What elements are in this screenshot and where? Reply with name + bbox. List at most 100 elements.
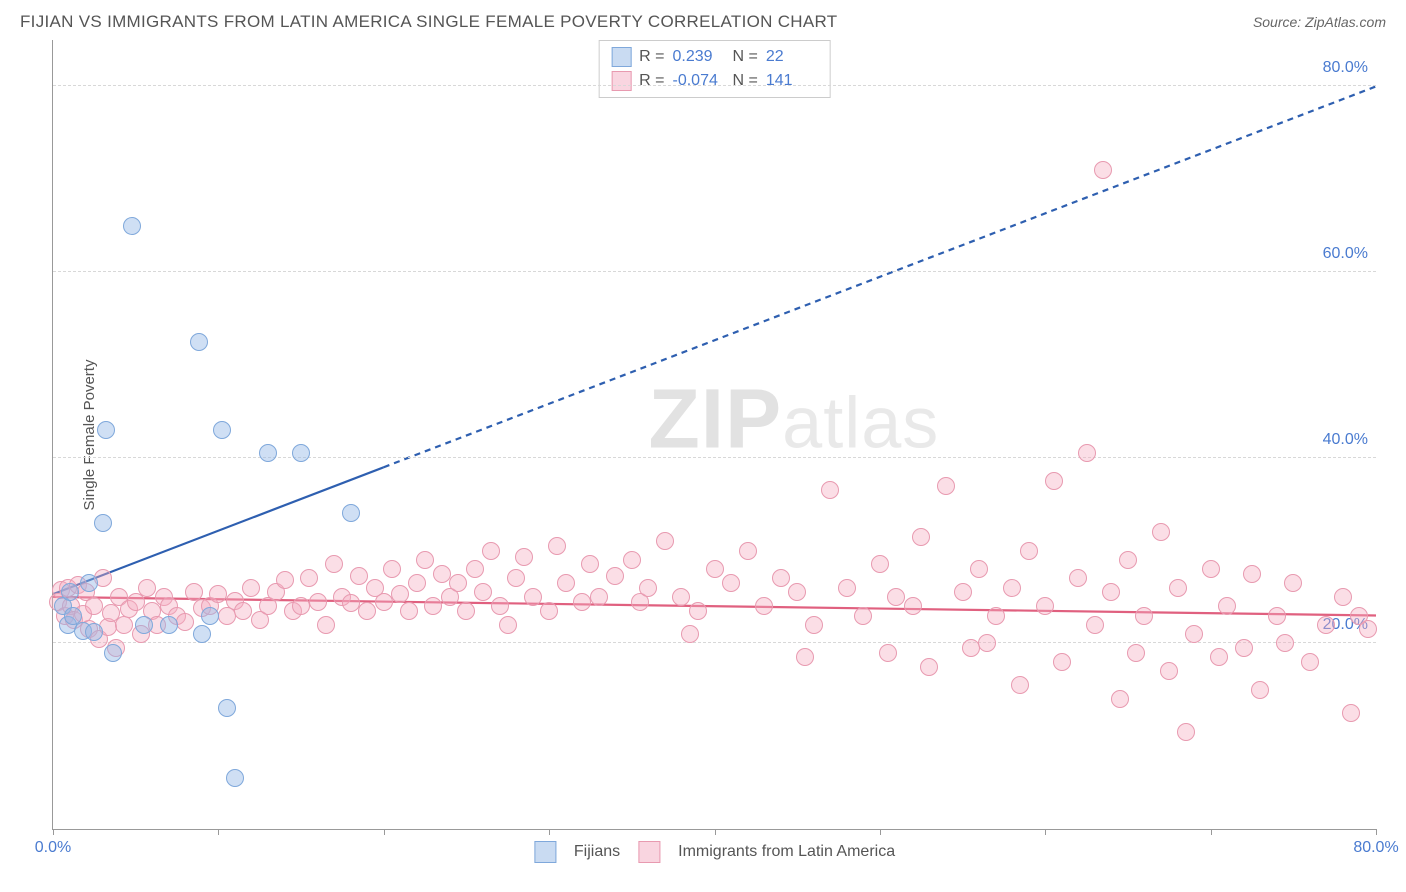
x-tick [384,829,385,835]
data-point [515,548,533,566]
data-point [85,597,103,615]
data-point [135,616,153,634]
data-point [573,593,591,611]
x-tick [1211,829,1212,835]
data-point [639,579,657,597]
data-point [1119,551,1137,569]
data-point [61,583,79,601]
swatch-blue [611,47,631,67]
data-point [739,542,757,560]
bottom-legend: Fijians Immigrants from Latin America [534,841,895,863]
data-point [176,613,194,631]
data-point [342,504,360,522]
data-point [1276,634,1294,652]
data-point [138,579,156,597]
data-point [1301,653,1319,671]
data-point [300,569,318,587]
data-point [115,616,133,634]
data-point [937,477,955,495]
data-point [433,565,451,583]
data-point [904,597,922,615]
data-point [97,421,115,439]
data-point [350,567,368,585]
data-point [1094,161,1112,179]
data-point [325,555,343,573]
stats-row-pink: R = -0.074 N = 141 [611,69,818,93]
data-point [234,602,252,620]
data-point [920,658,938,676]
data-point [123,217,141,235]
data-point [309,593,327,611]
data-point [606,567,624,585]
gridline-h [53,457,1376,458]
data-point [375,593,393,611]
data-point [1086,616,1104,634]
swatch-pink [611,71,631,91]
stats-row-blue: R = 0.239 N = 22 [611,45,818,69]
data-point [1003,579,1021,597]
data-point [491,597,509,615]
data-point [912,528,930,546]
data-point [978,634,996,652]
data-point [104,644,122,662]
data-point [1169,579,1187,597]
data-point [623,551,641,569]
data-point [507,569,525,587]
x-tick [218,829,219,835]
data-point [160,616,178,634]
data-point [681,625,699,643]
gridline-h [53,271,1376,272]
data-point [292,444,310,462]
data-point [805,616,823,634]
data-point [499,616,517,634]
data-point [1127,644,1145,662]
data-point [987,607,1005,625]
data-point [879,644,897,662]
data-point [962,639,980,657]
data-point [581,555,599,573]
y-tick-label: 60.0% [1323,245,1368,263]
source-credit: Source: ZipAtlas.com [1253,14,1386,30]
data-point [821,481,839,499]
data-point [474,583,492,601]
data-point [689,602,707,620]
data-point [772,569,790,587]
data-point [292,597,310,615]
data-point [358,602,376,620]
data-point [672,588,690,606]
data-point [871,555,889,573]
regression-lines [53,40,1376,829]
data-point [1218,597,1236,615]
data-point [201,607,219,625]
gridline-h [53,85,1376,86]
data-point [209,585,227,603]
data-point [457,602,475,620]
data-point [1177,723,1195,741]
data-point [1053,653,1071,671]
data-point [954,583,972,601]
data-point [416,551,434,569]
data-point [226,769,244,787]
data-point [1020,542,1038,560]
x-tick [1376,829,1377,835]
legend-label-blue: Fijians [574,843,620,861]
data-point [1160,662,1178,680]
data-point [1069,569,1087,587]
chart-title: FIJIAN VS IMMIGRANTS FROM LATIN AMERICA … [20,12,837,32]
data-point [524,588,542,606]
legend-swatch-pink [638,841,660,863]
data-point [94,514,112,532]
chart-area: Single Female Poverty ZIPatlas R = 0.239… [52,40,1376,830]
x-tick-label: 0.0% [35,839,71,857]
data-point [193,625,211,643]
legend-label-pink: Immigrants from Latin America [678,843,895,861]
data-point [1210,648,1228,666]
data-point [259,444,277,462]
watermark: ZIPatlas [648,370,939,467]
data-point [1268,607,1286,625]
data-point [1284,574,1302,592]
data-point [242,579,260,597]
data-point [1111,690,1129,708]
data-point [1045,472,1063,490]
data-point [1152,523,1170,541]
